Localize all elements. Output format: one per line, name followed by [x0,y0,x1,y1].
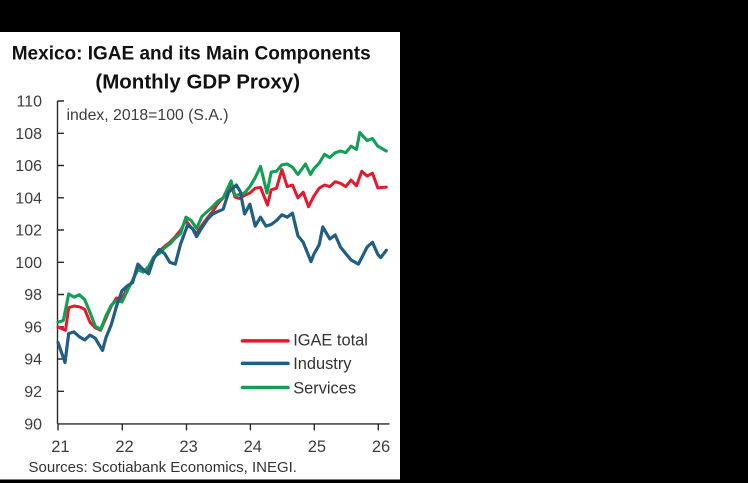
svg-text:96: 96 [24,319,42,336]
svg-text:102: 102 [15,223,42,240]
svg-text:110: 110 [16,94,42,111]
svg-text:90: 90 [24,416,42,433]
svg-text:index, 2018=100 (S.A.): index, 2018=100 (S.A.) [67,107,229,124]
svg-text:22: 22 [115,438,133,456]
svg-text:IGAE total: IGAE total [293,332,368,350]
svg-text:Services: Services [293,379,356,397]
svg-text:100: 100 [15,255,42,272]
svg-text:(Monthly GDP Proxy): (Monthly GDP Proxy) [95,70,300,93]
svg-text:Sources: Scotiabank Economics,: Sources: Scotiabank Economics, INEGI. [29,459,297,476]
svg-text:94: 94 [24,352,42,369]
svg-text:108: 108 [15,126,42,143]
svg-text:21: 21 [51,438,69,456]
svg-text:92: 92 [24,384,42,401]
svg-text:104: 104 [15,190,42,207]
svg-text:24: 24 [244,438,262,456]
svg-text:26: 26 [372,438,390,456]
svg-text:25: 25 [308,438,326,456]
svg-text:106: 106 [15,158,42,175]
svg-text:Industry: Industry [293,355,352,373]
svg-text:23: 23 [179,438,197,456]
svg-text:Mexico: IGAE and its Main Comp: Mexico: IGAE and its Main Components [12,44,371,65]
svg-text:98: 98 [24,287,42,304]
